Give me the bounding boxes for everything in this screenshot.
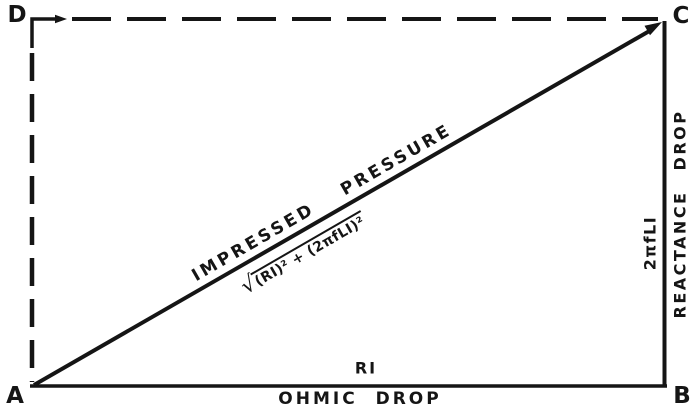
- reactance-drop-value: 2πfLI: [640, 215, 660, 271]
- corner-bracket-d: [30, 17, 57, 48]
- dashed-top-arrowhead-icon: [55, 14, 67, 24]
- ohmic-drop-value: RI: [354, 358, 378, 378]
- corner-label-d: D: [7, 2, 27, 28]
- corner-label-c: C: [672, 3, 690, 29]
- impressed-pressure-vector: [33, 27, 653, 387]
- ohmic-drop-label: OHMIC DROP: [278, 389, 442, 409]
- reactance-drop-label: REACTANCE DROP: [670, 109, 690, 319]
- corner-label-a: A: [6, 383, 24, 409]
- corner-label-b: B: [673, 383, 691, 409]
- vector-arrowhead-icon: [644, 22, 662, 36]
